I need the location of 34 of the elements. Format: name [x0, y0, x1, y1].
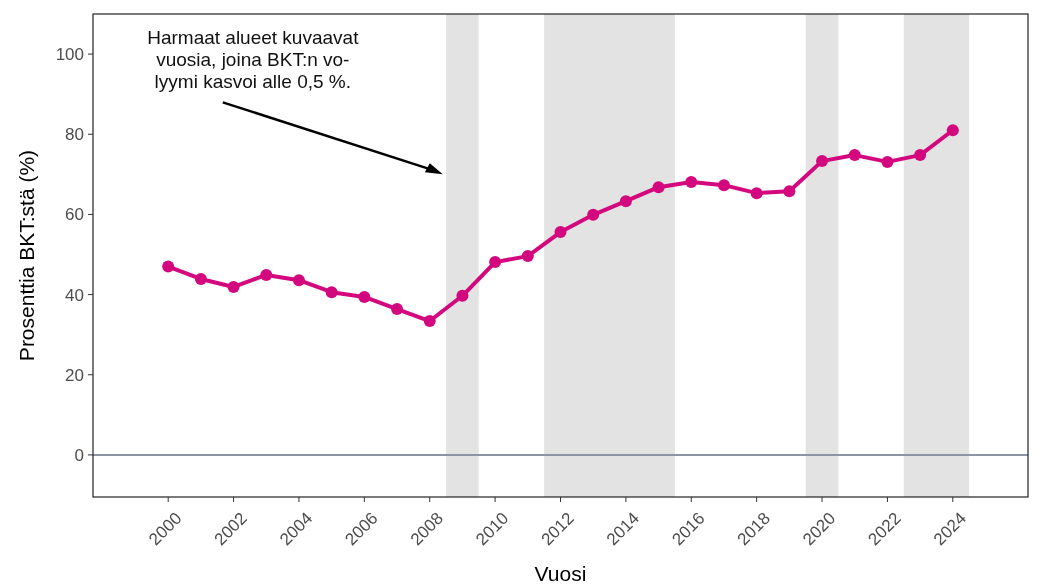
- y-tick-label: 20: [65, 365, 84, 385]
- point: [194, 272, 207, 285]
- point: [717, 179, 730, 192]
- y-tick-label: 60: [65, 205, 84, 225]
- y-tick-label: 0: [74, 445, 84, 465]
- point: [227, 280, 240, 293]
- point: [946, 124, 959, 137]
- point: [587, 208, 600, 221]
- point: [391, 303, 404, 316]
- point: [260, 268, 273, 281]
- point: [816, 155, 829, 168]
- y-tick-label: 40: [65, 285, 84, 305]
- point: [423, 315, 436, 328]
- point: [358, 290, 371, 303]
- point: [881, 155, 894, 168]
- point: [750, 187, 763, 200]
- point: [848, 149, 861, 162]
- point: [783, 185, 796, 198]
- y-tick-label: 100: [55, 45, 84, 65]
- point: [292, 274, 305, 287]
- annotation: Harmaat alueet kuvaavat vuosia, joina BKT:n vo- lyymi kasvoi alle 0,5 %.: [147, 27, 360, 93]
- y-tick-label: 80: [65, 125, 84, 145]
- point: [554, 226, 567, 239]
- point: [914, 149, 927, 162]
- point: [619, 195, 632, 208]
- point: [456, 289, 469, 302]
- x-axis-title: Vuosi: [534, 562, 587, 585]
- point: [652, 181, 665, 194]
- point: [489, 256, 502, 269]
- point: [521, 250, 534, 263]
- point: [162, 260, 175, 273]
- point: [685, 175, 698, 188]
- point: [325, 286, 338, 299]
- y-axis-title: Prosenttia BKT:stä (%): [15, 149, 38, 362]
